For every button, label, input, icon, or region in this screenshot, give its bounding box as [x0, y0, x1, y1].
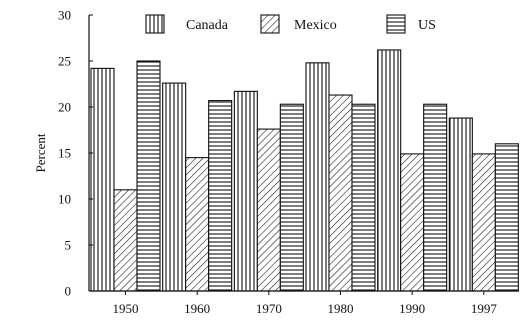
x-tick-label: 1997 [471, 301, 498, 316]
legend: Canada Mexico US [145, 14, 436, 34]
y-tick-label: 10 [58, 192, 71, 207]
bar-canada-1980 [305, 62, 330, 292]
bar-us-1997 [494, 143, 519, 292]
legend-label-canada: Canada [186, 18, 229, 33]
x-tick-label: 1970 [256, 301, 282, 316]
y-axis-label: Percent [33, 133, 48, 172]
legend-swatch-mexico [260, 14, 280, 34]
bar-mexico-1997 [471, 153, 496, 292]
bar-canada-1950 [90, 67, 115, 292]
y-tick-label: 0 [65, 284, 72, 299]
legend-swatch-canada [145, 14, 165, 34]
legend-label-us: US [418, 18, 436, 33]
y-tick-label: 5 [65, 238, 72, 253]
axes-group: 0 5 10 15 20 25 30 1950 1960 1970 1980 1990 1997 [58, 8, 519, 316]
bar-us-1970 [279, 103, 304, 292]
y-tick-label: 15 [58, 146, 71, 161]
bar-mexico-1980 [328, 94, 353, 292]
bar-canada-1997 [448, 117, 473, 292]
y-tick-label: 30 [58, 8, 71, 23]
bar-mexico-1960 [185, 157, 210, 292]
x-tick-label: 1950 [113, 301, 139, 316]
bar-us-1990 [423, 103, 448, 292]
bar-us-1960 [208, 100, 233, 292]
bars-group [90, 49, 519, 292]
bar-mexico-1990 [400, 153, 425, 292]
bar-canada-1960 [162, 82, 187, 292]
x-tick-label: 1980 [328, 301, 354, 316]
bar-mexico-1970 [256, 128, 281, 292]
x-tick-label: 1990 [399, 301, 425, 316]
bar-canada-1970 [233, 90, 258, 292]
bar-mexico-1950 [113, 189, 138, 292]
x-tick-label: 1960 [184, 301, 210, 316]
bar-canada-1990 [377, 49, 402, 292]
y-tick-label: 20 [58, 100, 71, 115]
bar-us-1980 [351, 103, 376, 292]
bar-us-1950 [136, 60, 161, 292]
y-tick-label: 25 [58, 54, 71, 69]
legend-swatch-us [386, 14, 406, 34]
legend-label-mexico: Mexico [294, 18, 337, 33]
